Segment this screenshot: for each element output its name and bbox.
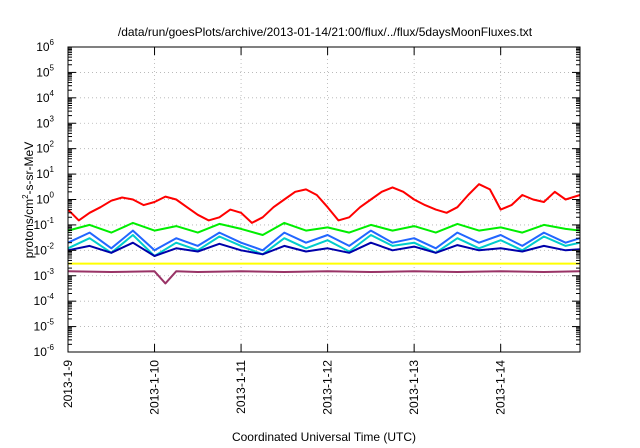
x-tick-label: 2013-1-11: [234, 360, 248, 414]
y-tick-label-base: 10: [36, 65, 50, 79]
y-tick-label: 10-4: [34, 292, 55, 308]
axes: 10610510410310210110010-110-210-310-410-…: [34, 38, 580, 415]
y-tick-label-exp: -3: [47, 267, 55, 276]
y-tick-label-exp: 2: [50, 140, 55, 149]
y-tick-label-exp: 5: [50, 63, 55, 72]
y-tick-label: 101: [36, 165, 54, 181]
y-axis-label-post: -s-sr-MeV: [22, 142, 36, 195]
x-tick-label: 2013-1-10: [148, 360, 162, 415]
y-tick-label-base: 10: [34, 345, 48, 359]
series-line-2: [67, 221, 581, 236]
series-line-3: [67, 234, 581, 257]
y-tick-label: 10-1: [34, 216, 55, 232]
series-line-7: [67, 270, 581, 285]
y-tick-label-exp: 4: [50, 89, 55, 98]
y-tick-label-base: 10: [36, 91, 50, 105]
y-tick-label-exp: -5: [47, 318, 55, 327]
series-line-1: [67, 183, 581, 224]
series-line-4: [67, 229, 581, 252]
y-tick-label: 104: [36, 89, 54, 105]
chart-title: /data/run/goesPlots/archive/2013-01-14/2…: [118, 25, 533, 39]
y-tick-label-base: 10: [34, 320, 48, 334]
series-line-5: [67, 241, 581, 257]
series-group: [67, 183, 581, 285]
grid: [68, 47, 580, 352]
y-tick-label-exp: -6: [47, 343, 55, 352]
y-tick-label-exp: 0: [50, 191, 55, 200]
x-tick-label: 2013-1-13: [407, 360, 421, 415]
y-tick-label: 105: [36, 63, 54, 79]
y-tick-label: 106: [36, 38, 54, 54]
y-tick-label-base: 10: [36, 193, 50, 207]
y-tick-label-exp: 6: [50, 38, 55, 47]
y-axis-label-sup: 2: [21, 194, 30, 199]
y-tick-label-exp: 1: [50, 165, 55, 174]
y-tick-label-base: 10: [36, 116, 50, 130]
x-tick-label: 2013-1-14: [494, 360, 508, 415]
y-axis-label: protons/cm2-s-sr-MeV: [21, 142, 36, 258]
y-tick-label: 100: [36, 191, 54, 207]
y-tick-label-base: 10: [34, 243, 48, 257]
y-tick-label: 10-6: [34, 343, 55, 359]
y-tick-label: 103: [36, 114, 54, 130]
y-tick-label-base: 10: [36, 167, 50, 181]
y-tick-label-exp: -2: [47, 241, 55, 250]
y-tick-label-base: 10: [36, 40, 50, 54]
y-tick-label-base: 10: [34, 269, 48, 283]
y-tick-label-base: 10: [34, 294, 48, 308]
x-tick-label: 2013-1-9: [61, 360, 75, 408]
y-tick-label: 10-2: [34, 241, 55, 257]
y-axis-label-pre: protons/cm: [22, 199, 36, 258]
y-tick-label-base: 10: [36, 142, 50, 156]
x-axis-label: Coordinated Universal Time (UTC): [232, 430, 416, 444]
y-tick-label: 102: [36, 140, 54, 156]
x-tick-label: 2013-1-12: [321, 360, 335, 415]
y-tick-label-exp: -1: [47, 216, 55, 225]
y-tick-label: 10-5: [34, 318, 55, 334]
y-tick-label-exp: -4: [47, 292, 55, 301]
y-tick-label-base: 10: [34, 218, 48, 232]
y-tick-label: 10-3: [34, 267, 55, 283]
y-tick-label-exp: 3: [50, 114, 55, 123]
